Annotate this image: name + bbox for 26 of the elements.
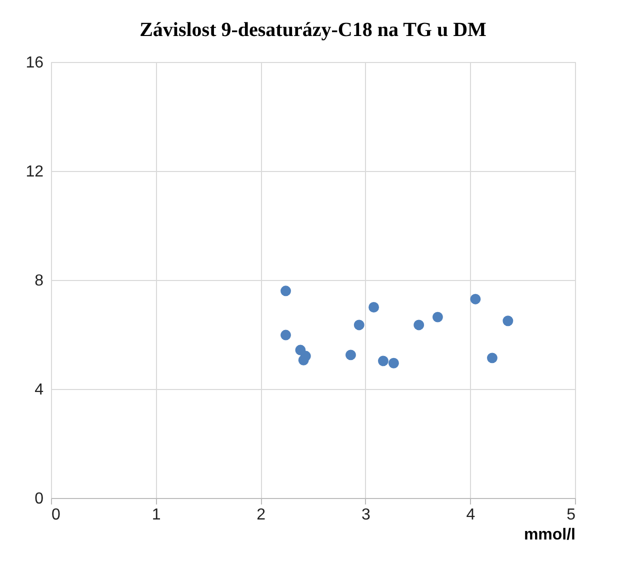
point — [502, 316, 514, 326]
y-tick-label: 4 — [34, 382, 44, 398]
x-axis-title: mmol/l — [524, 526, 576, 544]
y-tick-label: 8 — [34, 272, 44, 290]
y-tick-label: 12 — [26, 164, 44, 180]
y-tick-label: 16 — [26, 54, 44, 72]
point — [432, 312, 443, 322]
x-tick-label: 5 — [566, 506, 576, 524]
x-tick-label: 1 — [152, 506, 161, 524]
x-tick-label: 2 — [256, 506, 266, 524]
point — [368, 302, 380, 312]
x-tick-label: 3 — [361, 506, 370, 524]
x-tick-label: 0 — [52, 506, 60, 524]
point — [354, 320, 364, 330]
point — [280, 286, 291, 296]
point — [414, 320, 424, 330]
point — [470, 294, 481, 304]
point — [378, 356, 388, 366]
point — [280, 330, 291, 340]
point — [298, 354, 309, 366]
point — [345, 350, 356, 360]
x-tick-label: 4 — [466, 506, 476, 524]
point — [486, 352, 498, 364]
point — [388, 358, 399, 368]
y-tick-label: 0 — [34, 490, 44, 508]
chart-title: Závislost 9-desaturázy-C18 na TG u DM — [140, 19, 487, 41]
